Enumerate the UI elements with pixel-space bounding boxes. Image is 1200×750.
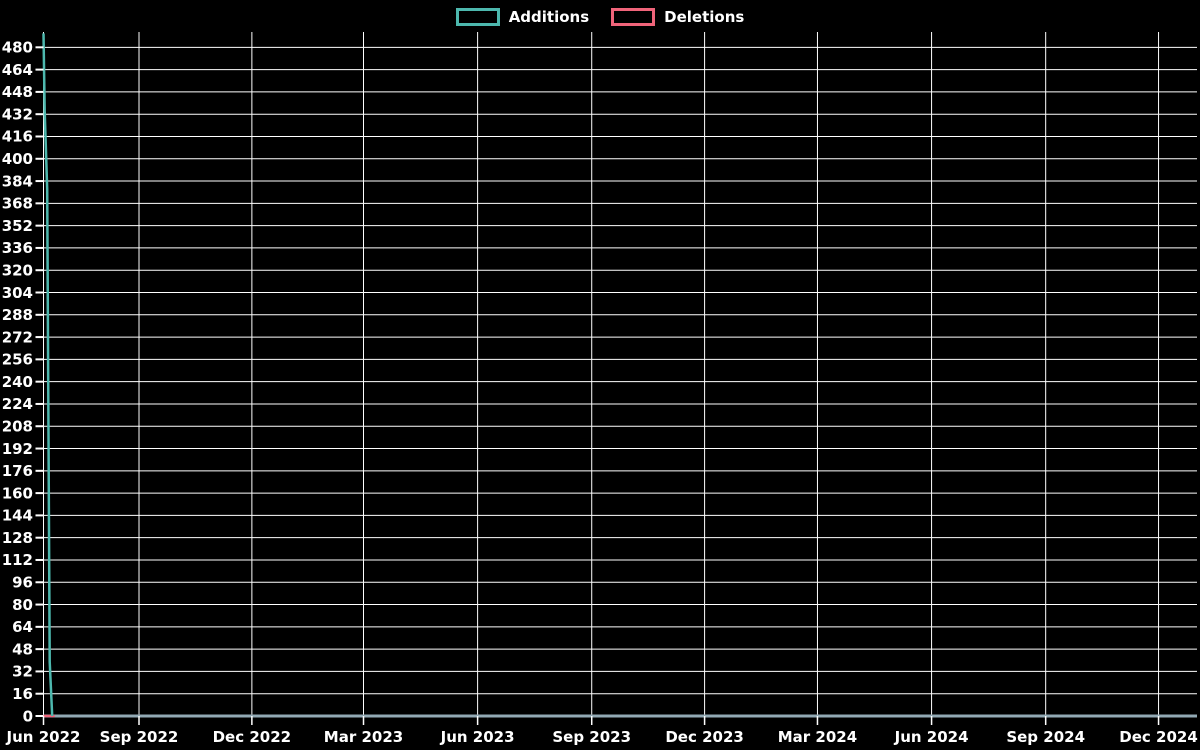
x-tick-label: Mar 2024 xyxy=(778,728,857,746)
y-tick-label: 448 xyxy=(2,83,33,101)
y-tick-label: 368 xyxy=(2,195,33,213)
x-tick-label: Sep 2022 xyxy=(100,728,179,746)
y-tick-label: 32 xyxy=(12,663,33,681)
y-tick-label: 176 xyxy=(2,462,33,480)
y-tick-label: 144 xyxy=(2,507,33,525)
y-tick-label: 400 xyxy=(2,150,33,168)
y-tick-label: 416 xyxy=(2,128,33,146)
x-axis-labels: Jun 2022 Sep 2022 Dec 2022 Mar 2023 Jun 2023… xyxy=(6,728,1198,746)
x-gridlines xyxy=(43,32,1160,716)
x-tick-label: Mar 2023 xyxy=(324,728,403,746)
x-tick-label: Dec 2023 xyxy=(665,728,744,746)
y-tick-label: 80 xyxy=(12,596,33,614)
y-tick-label: 464 xyxy=(2,61,33,79)
y-tick-label: 304 xyxy=(2,284,33,302)
y-tick-label: 96 xyxy=(12,574,33,592)
legend-item-additions[interactable]: Additions xyxy=(455,7,590,27)
y-gridlines xyxy=(43,46,1197,717)
y-tick-label: 192 xyxy=(2,440,33,458)
y-tick-label: 16 xyxy=(12,685,33,703)
legend-item-deletions[interactable]: Deletions xyxy=(611,7,744,27)
y-tick-label: 384 xyxy=(2,172,33,190)
y-axis-labels: 0 16 32 48 64 80 96 112 128 144 160 176 192 208 224 240… xyxy=(2,39,33,726)
x-tick-label: Sep 2024 xyxy=(1006,728,1085,746)
y-tick-label: 288 xyxy=(2,306,33,324)
y-tick-label: 272 xyxy=(2,328,33,346)
x-tick-label: Jun 2024 xyxy=(894,728,969,746)
series-lines xyxy=(42,33,55,718)
deletions-series-swatch xyxy=(611,8,656,26)
y-tick-label: 128 xyxy=(2,529,33,547)
y-tick-label: 432 xyxy=(2,105,33,123)
x-tick-label: Sep 2023 xyxy=(552,728,631,746)
y-tick-label: 352 xyxy=(2,217,33,235)
y-tick-label: 320 xyxy=(2,261,33,279)
y-tick-label: 160 xyxy=(2,484,33,502)
legend-label-additions: Additions xyxy=(508,8,590,26)
y-tick-label: 240 xyxy=(2,373,33,391)
x-tick-label: Jun 2023 xyxy=(440,728,515,746)
additions-series-swatch xyxy=(455,8,500,26)
y-tick-label: 64 xyxy=(12,618,33,636)
legend-label-deletions: Deletions xyxy=(664,8,745,26)
y-tick-label: 480 xyxy=(2,39,33,57)
axis-tick-marks xyxy=(35,46,1160,725)
y-tick-label: 0 xyxy=(23,707,33,725)
y-tick-label: 208 xyxy=(2,417,33,435)
x-tick-label: Dec 2024 xyxy=(1119,728,1198,746)
chart-legend: Additions Deletions xyxy=(0,6,1200,28)
y-tick-label: 256 xyxy=(2,351,33,369)
y-tick-label: 336 xyxy=(2,239,33,257)
additions-line xyxy=(42,33,54,717)
x-tick-label: Jun 2022 xyxy=(6,728,81,746)
y-tick-label: 48 xyxy=(12,640,33,658)
y-tick-label: 224 xyxy=(2,395,33,413)
y-tick-label: 112 xyxy=(2,551,33,569)
x-tick-label: Dec 2022 xyxy=(213,728,292,746)
